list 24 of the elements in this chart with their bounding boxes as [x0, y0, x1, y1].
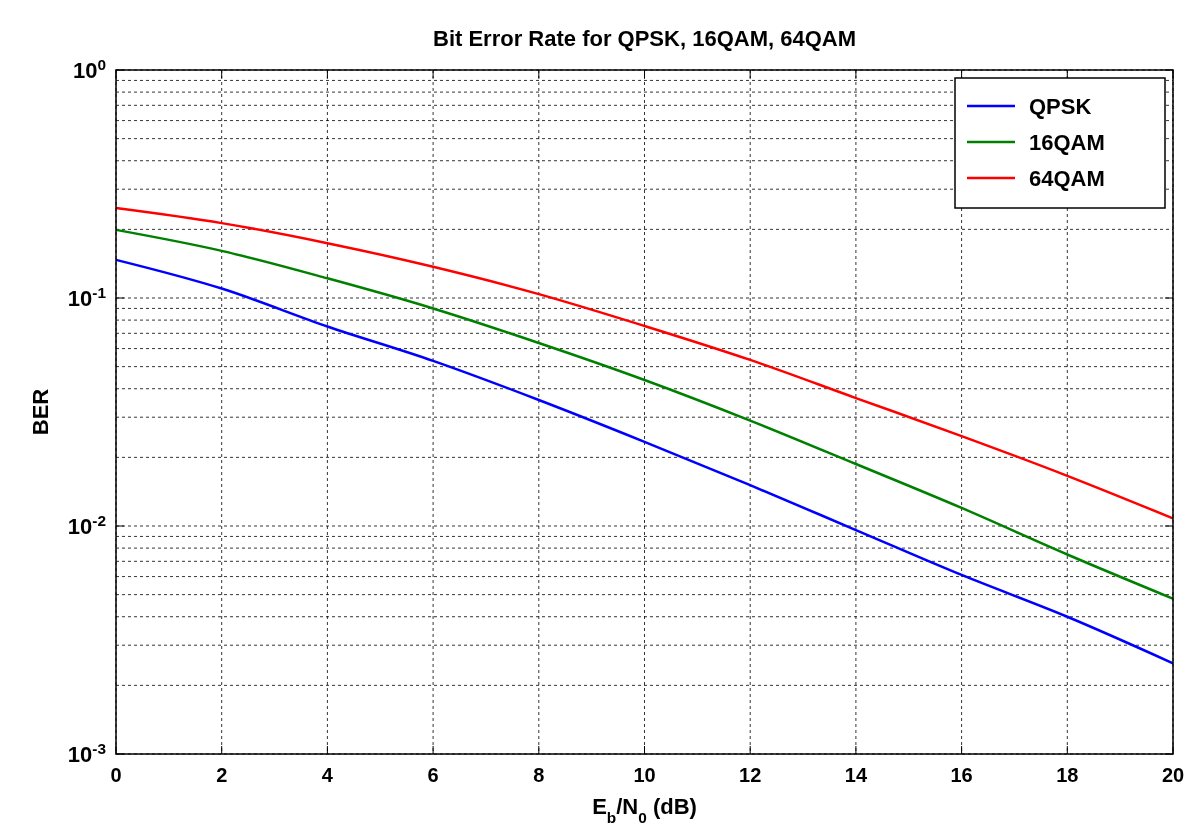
x-tick-label: 16: [950, 764, 973, 786]
line-series: [114, 258, 1175, 665]
x-tick-label: 10: [633, 764, 656, 786]
x-tick-label: 18: [1056, 764, 1079, 786]
legend-label: 16QAM: [1029, 130, 1105, 155]
x-tick-label: 2: [216, 764, 228, 786]
x-tick-label: 4: [321, 764, 334, 786]
x-tick-label: 6: [427, 764, 439, 786]
x-axis-title: E$_{b}$/N$_{0}$ (dB): [592, 794, 697, 826]
x-tick-label: 12: [739, 764, 762, 786]
chart-title: Bit Error Rate for QPSK, 16QAM, 64QAM: [433, 26, 856, 51]
legend-label: 64QAM: [1029, 166, 1105, 191]
y-tick-label: 10$^{-2}$: [67, 511, 106, 539]
legend-label: QPSK: [1029, 94, 1092, 119]
line-series: [114, 206, 1175, 520]
line-series: [114, 228, 1175, 600]
x-tick-label: 20: [1161, 764, 1185, 786]
x-tick-label: 8: [533, 764, 545, 786]
y-tick-label: 10$^{0}$: [72, 55, 106, 83]
x-tick-label: 0: [110, 764, 122, 786]
y-tick-label: 10$^{-1}$: [67, 283, 107, 311]
y-tick-label: 10$^{-3}$: [67, 739, 106, 767]
y-axis-title: BER: [28, 388, 53, 436]
x-tick-label: 14: [844, 764, 868, 786]
